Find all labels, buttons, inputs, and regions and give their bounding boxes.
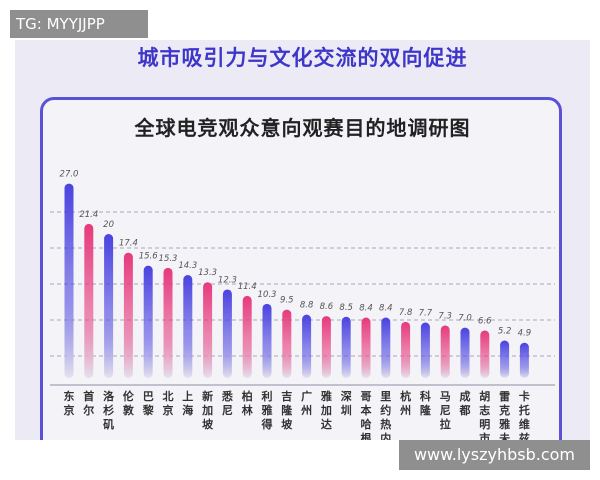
bar: [321, 316, 331, 378]
bar: [401, 321, 411, 378]
tick-label: 伦敦: [123, 389, 135, 417]
banner-title: 城市吸引力与文化交流的双向促进: [137, 46, 468, 70]
tick-label: 上海: [182, 389, 193, 417]
data-label: 8.4: [379, 304, 393, 314]
data-label: 8.6: [320, 302, 334, 312]
tick-label: 里约热内卢: [380, 390, 391, 440]
data-label: 7.0: [458, 314, 472, 324]
bar: [341, 316, 351, 378]
bar: [282, 309, 292, 378]
bar: [242, 295, 252, 378]
data-label: 21.4: [79, 210, 98, 220]
tick-label: 北京: [163, 389, 174, 417]
bar: [480, 330, 490, 378]
tick-label: 首尔: [82, 389, 94, 417]
data-label: 20: [103, 220, 114, 230]
bar: [361, 317, 371, 378]
site-url-label: www.lyszyhbsb.com: [399, 440, 590, 470]
bar: [440, 325, 450, 378]
bar: [302, 314, 312, 378]
data-label: 8.5: [339, 303, 353, 313]
bar: [262, 303, 272, 378]
bar: [143, 265, 153, 378]
data-label: 10.3: [258, 290, 277, 300]
watermark-label: TG: MYYJJPP: [10, 10, 148, 38]
data-label: 27.0: [60, 170, 79, 180]
bar: [519, 342, 529, 378]
bar: [420, 322, 430, 378]
data-label: 11.4: [238, 282, 257, 292]
data-label: 8.4: [359, 304, 373, 314]
data-label: 9.5: [280, 296, 294, 306]
data-label: 6.6: [478, 316, 492, 326]
chart-title: 全球电竞观众意向观赛目的地调研图: [134, 116, 471, 140]
tick-label: 卡托维兹: [519, 389, 530, 440]
tick-label: 杭州: [399, 389, 411, 417]
data-label: 15.6: [139, 252, 159, 262]
data-label: 7.7: [419, 309, 433, 319]
tick-label: 雅加达: [320, 389, 332, 431]
infographic: 城市吸引力与文化交流的双向促进 全球电竞观众意向观赛目的地调研图 27.0 东京 2…: [15, 40, 590, 440]
bar: [123, 252, 133, 378]
data-label: 15.3: [159, 254, 178, 264]
tick-label: 东京: [64, 389, 75, 417]
bar: [203, 282, 213, 378]
bar: [500, 340, 510, 378]
tick-label: 利雅得: [261, 389, 273, 431]
data-label: 12.3: [218, 275, 237, 285]
bar: [163, 267, 173, 378]
tick-label: 吉隆坡: [281, 389, 293, 431]
data-label: 4.9: [518, 329, 532, 339]
tick-label: 深圳: [341, 389, 352, 417]
bar-chart: 27.0 东京 21.4 首尔 20 洛杉矶 17.4 伦敦 15.6 巴黎 15.3 北京 14.3 上…: [50, 170, 555, 440]
tick-label: 哥本哈根: [361, 390, 373, 440]
bar: [460, 327, 470, 378]
bar: [104, 234, 114, 378]
bar: [183, 275, 193, 378]
tick-label: 柏林: [242, 389, 253, 417]
tick-label: 胡志明市: [479, 389, 490, 440]
data-label: 7.3: [438, 311, 452, 321]
data-label: 8.8: [300, 301, 314, 311]
data-label: 7.8: [399, 308, 413, 318]
tick-label: 雷克雅未克: [498, 390, 511, 440]
bar: [64, 183, 74, 378]
tick-label: 洛杉矶: [103, 389, 115, 431]
tick-label: 新加坡: [201, 389, 214, 431]
data-label: 14.3: [178, 261, 197, 271]
tick-label: 科隆: [420, 389, 432, 417]
bar: [84, 223, 94, 378]
bar: [222, 289, 232, 378]
data-label: 5.2: [498, 327, 512, 337]
data-label: 17.4: [119, 239, 138, 249]
tick-label: 马尼拉: [440, 390, 451, 431]
data-label: 13.3: [198, 268, 217, 278]
bar: [381, 317, 391, 378]
tick-label: 巴黎: [143, 390, 155, 417]
tick-label: 广州: [300, 389, 312, 417]
tick-label: 成都: [459, 389, 471, 417]
tick-label: 悉尼: [221, 389, 234, 417]
